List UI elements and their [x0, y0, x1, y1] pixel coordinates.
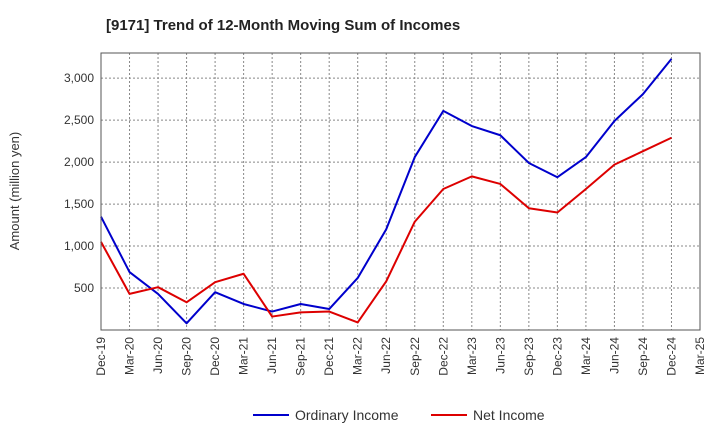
- x-tick-label: Mar-22: [351, 337, 365, 375]
- x-tick-label: Jun-21: [265, 337, 279, 374]
- x-tick-label: Mar-24: [579, 337, 593, 375]
- x-tick-label: Sep-22: [408, 337, 422, 376]
- legend: Ordinary Income Net Income: [253, 407, 545, 423]
- x-tick-label: Sep-20: [180, 337, 194, 376]
- y-axis-label: Amount (million yen): [7, 132, 22, 251]
- y-tick-label: 2,500: [64, 113, 94, 127]
- y-tick-label: 3,000: [64, 71, 94, 85]
- series-layer: [100, 58, 673, 325]
- legend-label: Ordinary Income: [295, 407, 399, 423]
- series-line-ordinary-income: [100, 58, 673, 325]
- x-tick-label: Dec-24: [664, 337, 678, 376]
- x-tick-label: Mar-23: [465, 337, 479, 375]
- y-tick-label: 2,000: [64, 155, 94, 169]
- x-tick-label: Jun-24: [607, 337, 621, 374]
- x-tick-labels: Dec-19 Mar-20 Jun-20 Sep-20 Dec-20 Mar-21 Jun-…: [94, 337, 707, 376]
- x-tick-label: Sep-21: [294, 337, 308, 376]
- chart-title: [9171] Trend of 12-Month Moving Sum of I…: [106, 17, 460, 34]
- x-tick-label: Dec-21: [322, 337, 336, 376]
- x-tick-label: Sep-24: [636, 337, 650, 376]
- y-tick-label: 1,000: [64, 239, 94, 253]
- x-tick-label: Jun-22: [379, 337, 393, 374]
- x-tick-label: Dec-19: [94, 337, 108, 376]
- x-tick-label: Dec-20: [208, 337, 222, 376]
- x-tick-label: Dec-23: [550, 337, 564, 376]
- x-tick-label: Jun-23: [493, 337, 507, 374]
- x-tick-label: Mar-20: [123, 337, 137, 375]
- series-line-net-income: [100, 136, 672, 324]
- plot-frame: [100, 52, 701, 331]
- x-tick-label: Sep-23: [522, 337, 536, 376]
- x-tick-label: Mar-21: [237, 337, 251, 375]
- x-tick-label: Jun-20: [151, 337, 165, 374]
- y-tick-labels: 500 1,000 1,500 2,000 2,500 3,000: [64, 71, 94, 295]
- y-tick-label: 1,500: [64, 197, 94, 211]
- x-tick-label: Mar-25: [693, 337, 707, 375]
- y-tick-label: 500: [74, 281, 94, 295]
- legend-label: Net Income: [473, 407, 545, 423]
- x-tick-label: Dec-22: [436, 337, 450, 376]
